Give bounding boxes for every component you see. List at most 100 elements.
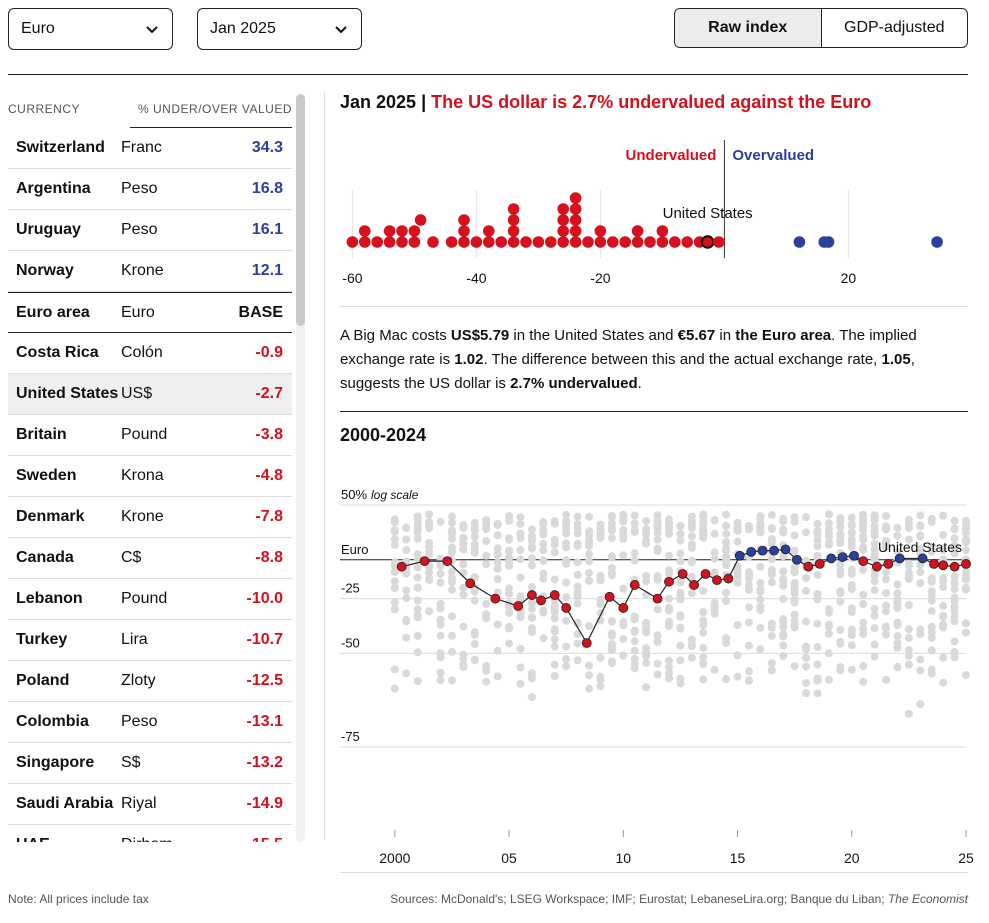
background-dot [482, 560, 491, 569]
valuation-value: -13.1 [246, 713, 283, 730]
background-dot [493, 620, 502, 629]
background-dot [527, 554, 536, 563]
scrollbar-thumb[interactable] [296, 94, 305, 326]
background-dot [916, 655, 925, 664]
background-dot [447, 512, 456, 521]
background-dot [436, 561, 445, 570]
background-dot [790, 584, 799, 593]
background-dot [699, 608, 708, 617]
background-dot [436, 569, 445, 578]
table-row[interactable]: Costa Rica Colón -0.9 [8, 333, 292, 374]
background-dot [722, 529, 731, 538]
background-dot [722, 555, 731, 564]
table-row[interactable]: Turkey Lira -10.7 [8, 620, 292, 661]
background-dot [927, 517, 936, 526]
background-dot [950, 653, 959, 662]
background-dot [664, 663, 673, 672]
background-dot [767, 511, 776, 520]
background-dot [527, 674, 536, 683]
background-dot [482, 537, 491, 546]
table-row[interactable]: Argentina Peso 16.8 [8, 169, 292, 210]
background-dot [619, 525, 628, 534]
background-dot [585, 576, 594, 585]
background-dot [527, 598, 536, 607]
series-point [465, 578, 476, 589]
country-dot [507, 203, 520, 215]
background-dot [664, 674, 673, 683]
background-dot [562, 521, 571, 530]
valuation-value: -3.8 [255, 426, 283, 443]
country-dot [470, 236, 483, 248]
currency-unit: Dirham [121, 836, 222, 842]
background-dot [436, 668, 445, 677]
background-dot [916, 666, 925, 675]
country-dot [414, 214, 427, 226]
background-dot [699, 533, 708, 542]
table-row[interactable]: UAEDirham-15.5 [8, 825, 292, 842]
header-valuation[interactable]: % UNDER/OVER VALUED [130, 102, 292, 128]
date-select-value: Jan 2025 [210, 20, 276, 37]
valuation-value: BASE [238, 303, 283, 321]
background-dot [824, 675, 833, 684]
table-row[interactable]: Britain Pound -3.8 [8, 415, 292, 456]
table-row[interactable]: Uruguay Peso 16.1 [8, 210, 292, 251]
background-dot [950, 524, 959, 533]
background-dot [436, 578, 445, 587]
date-select[interactable]: Jan 2025 [197, 8, 362, 50]
country-dot [569, 203, 582, 215]
background-dot [744, 574, 753, 583]
background-dot [653, 546, 662, 555]
background-dot [539, 539, 548, 548]
valuation-value: 34.3 [251, 139, 283, 156]
currency-unit: US$ [121, 385, 153, 402]
header-currency[interactable]: CURRENCY [8, 102, 81, 116]
background-dot [505, 560, 514, 569]
background-dot [390, 515, 399, 524]
table-row[interactable]: Colombia Peso -13.1 [8, 702, 292, 743]
chevron-down-icon [335, 26, 347, 34]
scrollbar-track[interactable] [296, 94, 305, 842]
raw-index-button[interactable]: Raw index [675, 9, 822, 47]
background-dot [642, 517, 651, 526]
background-dot [459, 560, 468, 569]
table-row[interactable]: Singapore S$ -13.2 [8, 743, 292, 784]
background-dot [916, 568, 925, 577]
background-dot [699, 653, 708, 662]
table-row[interactable]: Canada C$ -8.8 [8, 538, 292, 579]
background-dot [676, 656, 685, 665]
table-row[interactable]: Lebanon Pound -10.0 [8, 579, 292, 620]
background-dot [882, 601, 891, 610]
table-row[interactable]: Switzerland Franc 34.3 [8, 128, 292, 169]
background-dot [459, 654, 468, 663]
background-dot [516, 546, 525, 555]
background-dot [882, 568, 891, 577]
table-row[interactable]: Euro area Euro BASE [8, 292, 292, 333]
series-point [664, 576, 674, 587]
valuation-value: -10.7 [246, 631, 283, 648]
desc-text: , suggests the US dollar is [340, 351, 915, 392]
background-dot [562, 655, 571, 664]
background-dot [824, 623, 833, 632]
table-row[interactable]: United States US$ -2.7 [8, 374, 292, 415]
table-row[interactable]: Norway Krone 12.1 [8, 251, 292, 292]
background-dot [664, 520, 673, 529]
gdp-adjusted-button[interactable]: GDP-adjusted [844, 19, 945, 36]
background-dot [802, 528, 811, 537]
currency-select[interactable]: Euro [8, 8, 173, 50]
table-row[interactable]: Saudi Arabia Riyal -14.9 [8, 784, 292, 825]
table-row[interactable]: Denmark Krone -7.8 [8, 497, 292, 538]
background-dot [516, 592, 525, 601]
table-row[interactable]: Poland Zloty -12.5 [8, 661, 292, 702]
background-dot [836, 517, 845, 526]
background-dot [802, 513, 811, 522]
series-point [938, 560, 949, 571]
background-dot [676, 641, 685, 650]
background-dot [516, 573, 525, 582]
background-dot [585, 622, 594, 631]
background-dot [619, 551, 628, 560]
background-dot [573, 588, 582, 597]
background-dot [813, 619, 822, 628]
table-row[interactable]: Sweden Krona -4.8 [8, 456, 292, 497]
overvalued-label: Overvalued [732, 147, 814, 164]
background-dot [847, 542, 856, 551]
